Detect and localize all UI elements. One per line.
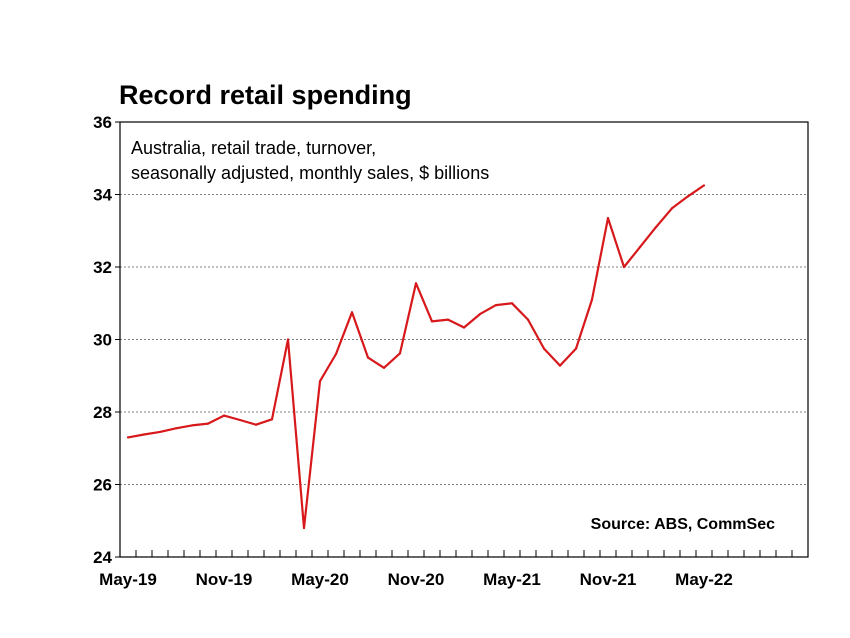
data-point — [174, 427, 178, 430]
x-tick-label-May-21: May-21 — [483, 570, 541, 589]
data-point — [270, 418, 274, 421]
data-point — [286, 338, 290, 341]
x-tick-label-Nov-21: Nov-21 — [580, 570, 637, 589]
data-point — [430, 320, 434, 323]
data-point — [254, 423, 258, 426]
data-point — [238, 418, 242, 422]
chart-subtitle-line-2: seasonally adjusted, monthly sales, $ bi… — [131, 163, 489, 183]
data-point — [478, 313, 482, 316]
y-tick-label-24: 24 — [93, 548, 112, 567]
data-point — [318, 380, 322, 383]
series-line — [127, 184, 705, 530]
data-point — [462, 326, 466, 329]
data-point — [606, 216, 610, 220]
data-point — [558, 364, 562, 367]
data-point — [190, 424, 194, 427]
data-point — [334, 352, 338, 356]
x-axis-ticks: May-19 Nov-19 May-20 Nov-20 May-21 Nov-21 May-… — [99, 550, 809, 589]
data-point — [622, 265, 626, 269]
series-retail-turnover — [126, 184, 706, 530]
data-point — [542, 347, 546, 350]
data-point — [686, 195, 690, 198]
source-note: Source: ABS, CommSec — [591, 516, 775, 533]
data-point — [350, 311, 354, 314]
data-point — [222, 414, 226, 417]
data-point — [574, 347, 578, 350]
data-point — [446, 318, 450, 321]
data-point — [302, 526, 306, 530]
data-point — [494, 303, 498, 307]
y-tick-label-26: 26 — [93, 476, 112, 495]
y-tick-label-28: 28 — [93, 403, 112, 422]
data-point — [670, 207, 674, 210]
data-point — [702, 184, 706, 187]
data-point — [638, 245, 642, 249]
data-point — [206, 422, 210, 425]
data-point — [590, 298, 594, 301]
data-point — [366, 356, 370, 359]
y-tick-label-34: 34 — [93, 186, 112, 205]
chart-subtitle-line-1: Australia, retail trade, turnover, — [131, 138, 376, 158]
data-point — [382, 366, 386, 369]
data-point — [526, 318, 530, 321]
y-tick-label-32: 32 — [93, 258, 112, 277]
x-tick-label-Nov-20: Nov-20 — [388, 570, 445, 589]
x-tick-label-Nov-19: Nov-19 — [196, 570, 253, 589]
data-point — [654, 226, 658, 229]
y-tick-label-36: 36 — [93, 113, 112, 132]
chart-title: Record retail spending — [119, 80, 412, 110]
data-point — [142, 433, 146, 436]
y-tick-label-30: 30 — [93, 331, 112, 350]
gridlines — [120, 194, 808, 485]
data-point — [398, 352, 402, 355]
x-tick-label-May-22: May-22 — [675, 570, 733, 589]
data-point — [414, 282, 418, 285]
data-point — [126, 436, 130, 439]
x-tick-label-May-19: May-19 — [99, 570, 157, 589]
x-tick-label-May-20: May-20 — [291, 570, 349, 589]
data-point — [158, 430, 162, 434]
data-point — [510, 302, 514, 305]
y-axis-ticks: 24 26 28 30 32 34 36 — [93, 113, 120, 567]
